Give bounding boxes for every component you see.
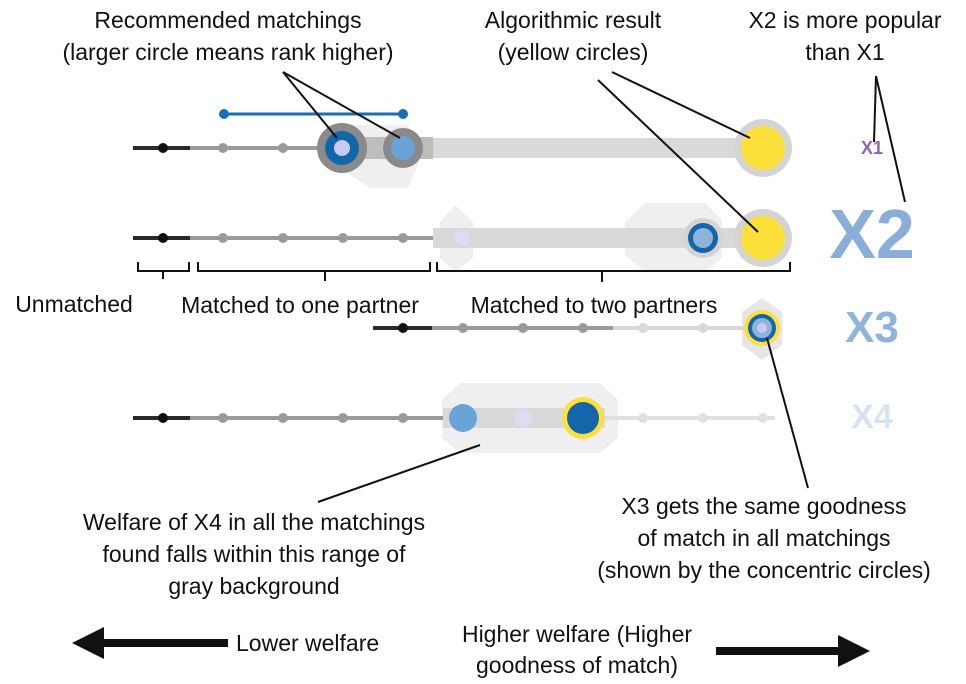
rec-line-end bbox=[398, 109, 408, 119]
higher-welfare-line-2: goodness of match) bbox=[476, 652, 678, 678]
x1-dot-0 bbox=[158, 143, 168, 153]
welfare-x4-line-1: Welfare of X4 in all the matchings bbox=[83, 509, 425, 535]
x4-label: X4 bbox=[851, 398, 893, 436]
x4-algo-inner bbox=[567, 402, 599, 434]
x3-label: X3 bbox=[845, 303, 899, 352]
x1-two-partner-band bbox=[433, 138, 765, 158]
x3-dot-2 bbox=[518, 323, 528, 333]
x2-rec-core bbox=[693, 228, 713, 248]
x3-same-line-2: of match in all matchings bbox=[637, 525, 890, 551]
popular-line-1: X2 is more popular bbox=[748, 7, 941, 33]
x1-algo-result[interactable] bbox=[741, 126, 785, 170]
algorithmic-line-1: Algorithmic result bbox=[485, 7, 662, 33]
row-x1: X1 bbox=[133, 109, 883, 188]
pointer-recommended-1 bbox=[282, 71, 338, 139]
x4-dot-6 bbox=[698, 413, 708, 423]
bracket-one-partner bbox=[197, 262, 431, 281]
x3-dot-3 bbox=[578, 323, 588, 333]
x2-label: X2 bbox=[829, 195, 915, 273]
x4-dot-1 bbox=[218, 413, 228, 423]
rec-line-start bbox=[219, 109, 229, 119]
row-x2: X2 bbox=[133, 195, 915, 273]
x1-rec-1-core bbox=[334, 140, 350, 156]
pointer-popular-x2 bbox=[875, 75, 906, 203]
x4-dot-5 bbox=[638, 413, 648, 423]
callout-lines bbox=[282, 71, 906, 503]
x2-two-partner-band bbox=[433, 228, 765, 248]
bracket-unmatched bbox=[137, 262, 190, 279]
welfare-x4-line-3: gray background bbox=[168, 573, 339, 599]
x4-dot-3 bbox=[338, 413, 348, 423]
x2-dot-1 bbox=[218, 233, 228, 243]
x3-concentric-core bbox=[757, 323, 767, 333]
x3-same-line-3: (shown by the concentric circles) bbox=[597, 557, 931, 583]
two-partners-label: Matched to two partners bbox=[471, 292, 718, 318]
x2-dot-2 bbox=[278, 233, 288, 243]
pointer-algo-2 bbox=[597, 79, 759, 233]
x4-dot-7 bbox=[758, 413, 768, 423]
x2-dot-4 bbox=[398, 233, 408, 243]
higher-welfare-arrowhead bbox=[838, 635, 870, 667]
lower-welfare-arrowhead bbox=[72, 627, 104, 659]
pointer-recommended-2 bbox=[282, 71, 401, 139]
x1-dot-1 bbox=[218, 143, 228, 153]
x4-dot-2 bbox=[278, 413, 288, 423]
x4-dot-0 bbox=[158, 413, 168, 423]
lower-welfare-label: Lower welfare bbox=[236, 630, 379, 656]
x2-dot-0 bbox=[158, 233, 168, 243]
x4-dot-4 bbox=[398, 413, 408, 423]
x3-dot-1 bbox=[458, 323, 468, 333]
recommended-line-2: (larger circle means rank higher) bbox=[62, 39, 393, 65]
x1-dot-2 bbox=[278, 143, 288, 153]
x4-node-faint bbox=[514, 409, 532, 427]
row-x4: X4 bbox=[133, 383, 893, 453]
x1-rec-2[interactable] bbox=[391, 136, 415, 160]
x1-label: X1 bbox=[861, 138, 883, 158]
recommended-line-1: Recommended matchings bbox=[94, 7, 361, 33]
x2-faint-node bbox=[454, 230, 470, 246]
range-brackets bbox=[137, 262, 791, 282]
higher-welfare-line-1: Higher welfare (Higher bbox=[462, 621, 692, 647]
unmatched-label: Unmatched bbox=[15, 291, 133, 317]
x3-dot-0 bbox=[398, 323, 408, 333]
pointer-popular-x1 bbox=[873, 75, 877, 143]
pointer-x4 bbox=[317, 444, 481, 503]
one-partner-label: Matched to one partner bbox=[181, 292, 419, 318]
row-x3: X3 bbox=[373, 298, 899, 360]
x3-dot-4 bbox=[638, 323, 648, 333]
welfare-x4-line-2: found falls within this range of bbox=[102, 541, 406, 567]
x3-same-line-1: X3 gets the same goodness bbox=[621, 493, 906, 519]
pointer-x3 bbox=[766, 337, 809, 489]
x4-node-light[interactable] bbox=[449, 404, 477, 432]
x3-dot-5 bbox=[698, 323, 708, 333]
algorithmic-line-2: (yellow circles) bbox=[498, 39, 649, 65]
pointer-algo-1 bbox=[611, 71, 751, 139]
bracket-two-partners bbox=[436, 262, 791, 282]
popular-line-2: than X1 bbox=[805, 39, 884, 65]
x2-dot-3 bbox=[338, 233, 348, 243]
